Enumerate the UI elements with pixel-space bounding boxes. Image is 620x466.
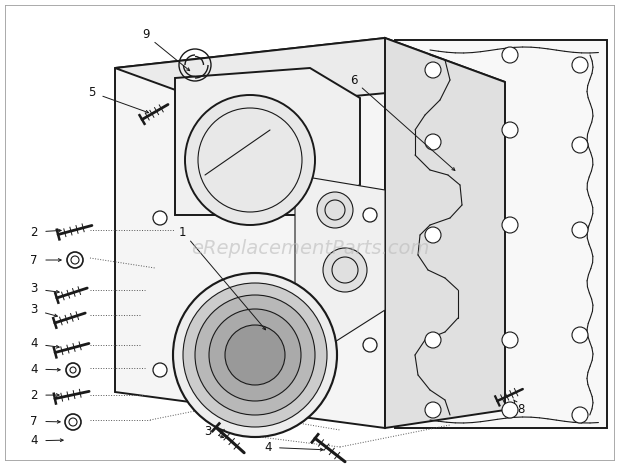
Circle shape (502, 332, 518, 348)
Circle shape (572, 57, 588, 73)
Circle shape (425, 62, 441, 78)
Text: 8: 8 (517, 403, 525, 416)
Circle shape (67, 252, 83, 268)
Text: 9: 9 (142, 28, 149, 41)
Circle shape (425, 134, 441, 150)
Text: 4: 4 (30, 363, 38, 376)
Circle shape (425, 402, 441, 418)
Circle shape (425, 332, 441, 348)
Circle shape (195, 295, 315, 415)
Polygon shape (385, 38, 505, 428)
Polygon shape (295, 175, 385, 345)
Polygon shape (115, 38, 385, 428)
Circle shape (502, 122, 518, 138)
Text: 1: 1 (179, 226, 187, 239)
Circle shape (572, 327, 588, 343)
Circle shape (183, 283, 327, 427)
Polygon shape (175, 68, 360, 215)
Text: eReplacementParts.com: eReplacementParts.com (191, 239, 429, 258)
Circle shape (173, 273, 337, 437)
Circle shape (317, 192, 353, 228)
Circle shape (153, 211, 167, 225)
Polygon shape (115, 38, 505, 108)
Circle shape (502, 402, 518, 418)
Polygon shape (275, 298, 298, 320)
Text: 7: 7 (30, 415, 38, 428)
Text: 6: 6 (350, 74, 357, 87)
Circle shape (323, 248, 367, 292)
Circle shape (209, 309, 301, 401)
Text: 2: 2 (30, 389, 38, 402)
Circle shape (363, 338, 377, 352)
Circle shape (572, 222, 588, 238)
Circle shape (572, 407, 588, 423)
Circle shape (572, 137, 588, 153)
Text: 7: 7 (30, 254, 38, 267)
Text: 2: 2 (30, 226, 38, 239)
Circle shape (502, 217, 518, 233)
Text: 3: 3 (30, 282, 38, 295)
Circle shape (153, 363, 167, 377)
Circle shape (66, 363, 80, 377)
Text: 4: 4 (264, 441, 272, 454)
Circle shape (363, 208, 377, 222)
Circle shape (502, 47, 518, 63)
Circle shape (65, 414, 81, 430)
Text: 3: 3 (204, 425, 211, 438)
Text: 4: 4 (30, 337, 38, 350)
Circle shape (301, 306, 325, 330)
Text: 3: 3 (30, 303, 38, 316)
Text: 5: 5 (88, 86, 95, 99)
Circle shape (425, 227, 441, 243)
Circle shape (185, 95, 315, 225)
Text: 4: 4 (30, 434, 38, 447)
Polygon shape (395, 40, 607, 428)
Circle shape (225, 325, 285, 385)
